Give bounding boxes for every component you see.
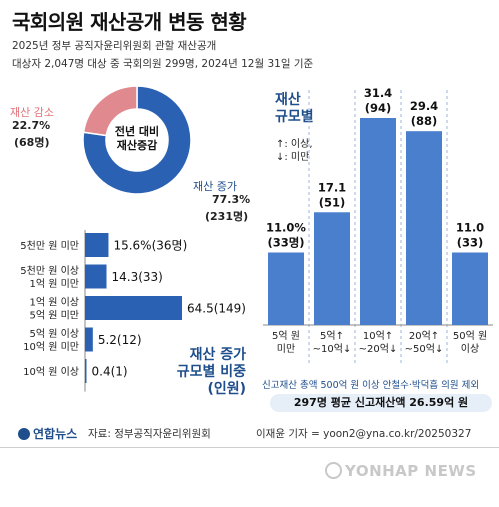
logo-icon [18, 428, 30, 440]
hbar-value-label-0: 15.6%(36명) [113, 239, 187, 253]
hbar-category-label-2-1: 5억 원 미만 [29, 310, 79, 322]
vbar-title: 재산 규모별 [275, 92, 314, 126]
source-text: 자료: 정부공직자윤리위원회 [88, 428, 211, 440]
vbar-value-label-3: 29.4 [410, 99, 438, 113]
vbar-value-label-4: 11.0 [456, 220, 484, 234]
hbar-category-label-2-0: 1억 원 이상 [29, 297, 79, 309]
hbar-2 [85, 296, 182, 320]
vbar-count-label-0: (33명) [267, 235, 304, 249]
vbar-category-label-3-1: ~50억↓ [405, 343, 444, 355]
vbar-2 [360, 118, 396, 325]
increase-label: 재산 증가 [193, 180, 237, 193]
hbar-4 [85, 359, 87, 383]
hbar-title-line-3: (인원) [207, 381, 246, 397]
vertical-bar-chart: 11.0%(33명) 5억 원미만 17.1(51) 5억↑~10억↓ 31.4(94)… [263, 86, 493, 363]
hbar-1 [85, 264, 107, 289]
vbar-category-label-2-0: 10억↑ [363, 330, 393, 342]
vbar-value-label-0: 11.0% [266, 220, 306, 234]
increase-count: (231명) [205, 210, 249, 223]
donut-slice-decrease [82, 85, 138, 137]
increase-pct: 77.3% [212, 193, 251, 206]
vbar-legend-note: ↑: 이상, ↓: 미만 [276, 138, 313, 164]
vbar-count-label-2: (94) [365, 101, 392, 115]
vbar-category-label-3-0: 20억↑ [409, 330, 439, 342]
vbar-count-label-4: (33) [457, 235, 484, 249]
hbar-0 [85, 233, 109, 257]
hbar-value-label-2: 64.5(149) [187, 302, 246, 316]
hbar-category-label-3-0: 5억 원 이상 [29, 328, 79, 340]
vbar-category-label-0-1: 미만 [277, 343, 295, 355]
donut-chart [82, 85, 192, 195]
credit-text: 이재윤 기자 = yoon2@yna.co.kr/20250327 [256, 428, 472, 440]
vbar-legend-line-1: ↑: 이상, [276, 139, 313, 150]
logo-text: 연합뉴스 [33, 427, 78, 441]
decrease-label: 재산 감소 [10, 106, 54, 119]
hbar-title: 재산 증가 규모별 비중 (인원) [150, 347, 246, 398]
hbar-title-line-1: 재산 증가 [189, 347, 246, 363]
yonhap-logo: 연합뉴스 [18, 425, 77, 442]
vbar-category-label-1-0: 5억↑ [320, 330, 344, 342]
decrease-count: (68명) [14, 136, 50, 149]
donut-center-line-2: 재산증감 [116, 139, 158, 152]
vbar-legend-line-2: ↓: 미만 [276, 152, 310, 163]
hbar-value-label-3: 5.2(12) [98, 333, 142, 347]
vbar-4 [452, 252, 488, 325]
vbar-1 [314, 212, 350, 325]
vbar-title-line-1: 재산 [275, 92, 301, 108]
vbar-value-label-2: 31.4 [364, 86, 392, 100]
footer-divider [0, 447, 499, 448]
decrease-pct: 22.7% [12, 119, 51, 132]
donut-center-line-1: 전년 대비 [114, 125, 160, 138]
vbar-0 [268, 252, 304, 325]
vbar-category-label-1-1: ~10억↓ [313, 343, 352, 355]
page-title: 국회의원 재산공개 변동 현황 [12, 10, 247, 34]
vbar-category-label-4-1: 이상 [461, 343, 479, 355]
hbar-3 [85, 327, 93, 352]
vbar-category-label-4-0: 50억 원 [453, 330, 487, 342]
vbar-count-label-1: (51) [319, 195, 346, 209]
subtitle-line-2: 대상자 2,047명 대상 중 국회의원 299명, 2024년 12월 31일… [12, 58, 314, 70]
hbar-title-line-2: 규모별 비중 [176, 364, 246, 380]
donut-center-label: 전년 대비 재산증감 [97, 125, 177, 153]
watermark-text: YONHAP NEWS [345, 462, 477, 480]
donut-slice-increase [82, 85, 192, 195]
hbar-category-label-1-1: 1억 원 미만 [29, 278, 79, 290]
yonhap-watermark: YONHAP NEWS [325, 462, 477, 480]
vbar-3 [406, 131, 442, 325]
vbar-title-line-2: 규모별 [275, 109, 314, 125]
exclusion-note: 신고재산 총액 500억 원 이상 안철수·박덕흠 의원 제외 [262, 380, 480, 391]
average-assets-pill: 297명 평균 신고재산액 26.59억 원 [270, 394, 492, 412]
hbar-value-label-1: 14.3(33) [112, 270, 163, 284]
vbar-value-label-1: 17.1 [318, 180, 346, 194]
hbar-category-label-3-1: 10억 원 미만 [23, 341, 79, 353]
hbar-value-label-4: 0.4(1) [92, 365, 128, 379]
vbar-count-label-3: (88) [411, 114, 438, 128]
vbar-category-label-2-1: ~20억↓ [359, 343, 398, 355]
hbar-category-label-1-0: 5천만 원 이상 [20, 265, 79, 277]
vbar-category-label-0-0: 5억 원 [272, 330, 300, 342]
watermark-icon [325, 462, 342, 479]
hbar-category-label-0-0: 5천만 원 미만 [20, 240, 79, 252]
subtitle-line-1: 2025년 정부 공직자윤리위원회 관할 재산공개 [12, 40, 217, 52]
hbar-category-label-4-0: 10억 원 이상 [23, 366, 79, 378]
